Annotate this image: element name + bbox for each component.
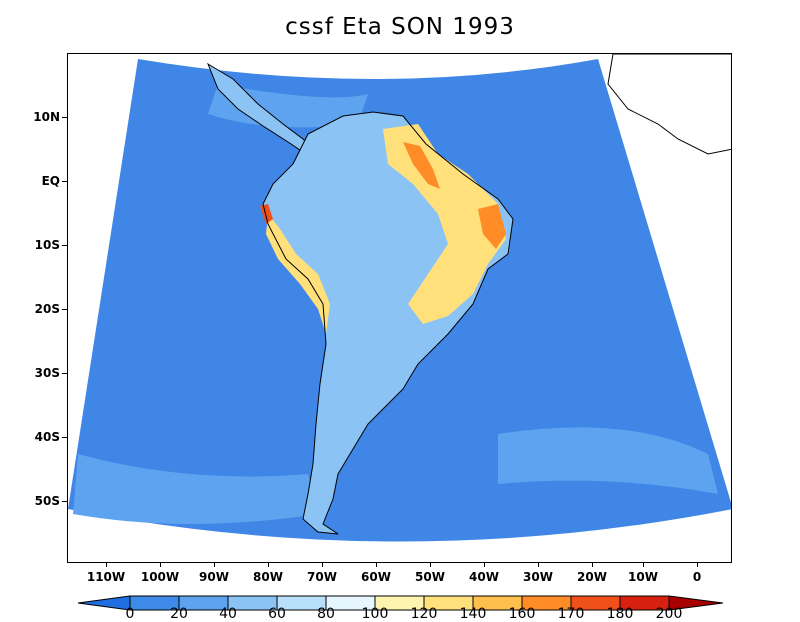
lat-label-eq: EQ (41, 174, 60, 188)
lat-tick (62, 437, 68, 438)
very-high-flux-region (403, 142, 440, 189)
lon-tick (484, 562, 485, 567)
colorbar-label: 0 (125, 606, 135, 622)
lon-tick (643, 562, 644, 567)
lat-tick (62, 245, 68, 246)
lon-label: 20W (577, 570, 607, 584)
lon-label: 30W (523, 570, 553, 584)
colorbar-label: 100 (361, 606, 389, 622)
high-flux-region (383, 124, 506, 324)
lon-tick (160, 562, 161, 567)
colorbar-label: 120 (410, 606, 438, 622)
lon-label: 70W (307, 570, 337, 584)
lon-tick (376, 562, 377, 567)
map-panel (67, 53, 732, 563)
africa-coastline (607, 54, 731, 155)
colorbar-label: 180 (606, 606, 634, 622)
coastline (262, 111, 514, 535)
colorbar-label: 20 (170, 606, 188, 622)
colorbar-label: 160 (508, 606, 536, 622)
lon-label: 10W (628, 570, 658, 584)
map-title: cssf Eta SON 1993 (285, 14, 515, 40)
lon-label: 60W (361, 570, 391, 584)
extreme-flux-region (260, 204, 273, 224)
colorbar-label: 200 (655, 606, 683, 622)
lat-label-30s: 30S (34, 366, 60, 380)
lon-label: 90W (199, 570, 229, 584)
lon-tick (430, 562, 431, 567)
colorbar (78, 595, 723, 611)
lon-label: 110W (86, 570, 126, 584)
colorbar-label: 60 (268, 606, 286, 622)
lat-label-10n: 10N (33, 110, 60, 124)
colorbar-label: 40 (219, 606, 237, 622)
ocean-field-band (498, 427, 718, 494)
map-svg (68, 54, 731, 542)
lat-tick (62, 117, 68, 118)
lon-tick (322, 562, 323, 567)
colorbar-label: 140 (459, 606, 487, 622)
lat-tick (62, 373, 68, 374)
lon-label: 80W (253, 570, 283, 584)
lon-tick (697, 562, 698, 567)
lon-tick (268, 562, 269, 567)
lat-tick (62, 181, 68, 182)
lon-tick (538, 562, 539, 567)
colorbar-label: 80 (317, 606, 335, 622)
lon-label: 50W (415, 570, 445, 584)
lon-tick (214, 562, 215, 567)
colorbar-label: 170 (557, 606, 585, 622)
lat-tick (62, 309, 68, 310)
lon-tick (592, 562, 593, 567)
lon-label: 100W (140, 570, 180, 584)
colorbar-over-triangle (668, 595, 723, 611)
lat-label-50s: 50S (34, 494, 60, 508)
lon-tick (106, 562, 107, 567)
lat-label-40s: 40S (34, 430, 60, 444)
lon-label: 40W (469, 570, 499, 584)
lon-label: 0 (692, 570, 702, 584)
very-high-flux-region (478, 204, 506, 249)
lat-tick (62, 501, 68, 502)
ocean-field-band (73, 454, 318, 524)
lat-label-10s: 10S (34, 238, 60, 252)
colorbar-under-triangle (78, 595, 131, 611)
lat-label-20s: 20S (34, 302, 60, 316)
high-flux-region (266, 214, 330, 334)
